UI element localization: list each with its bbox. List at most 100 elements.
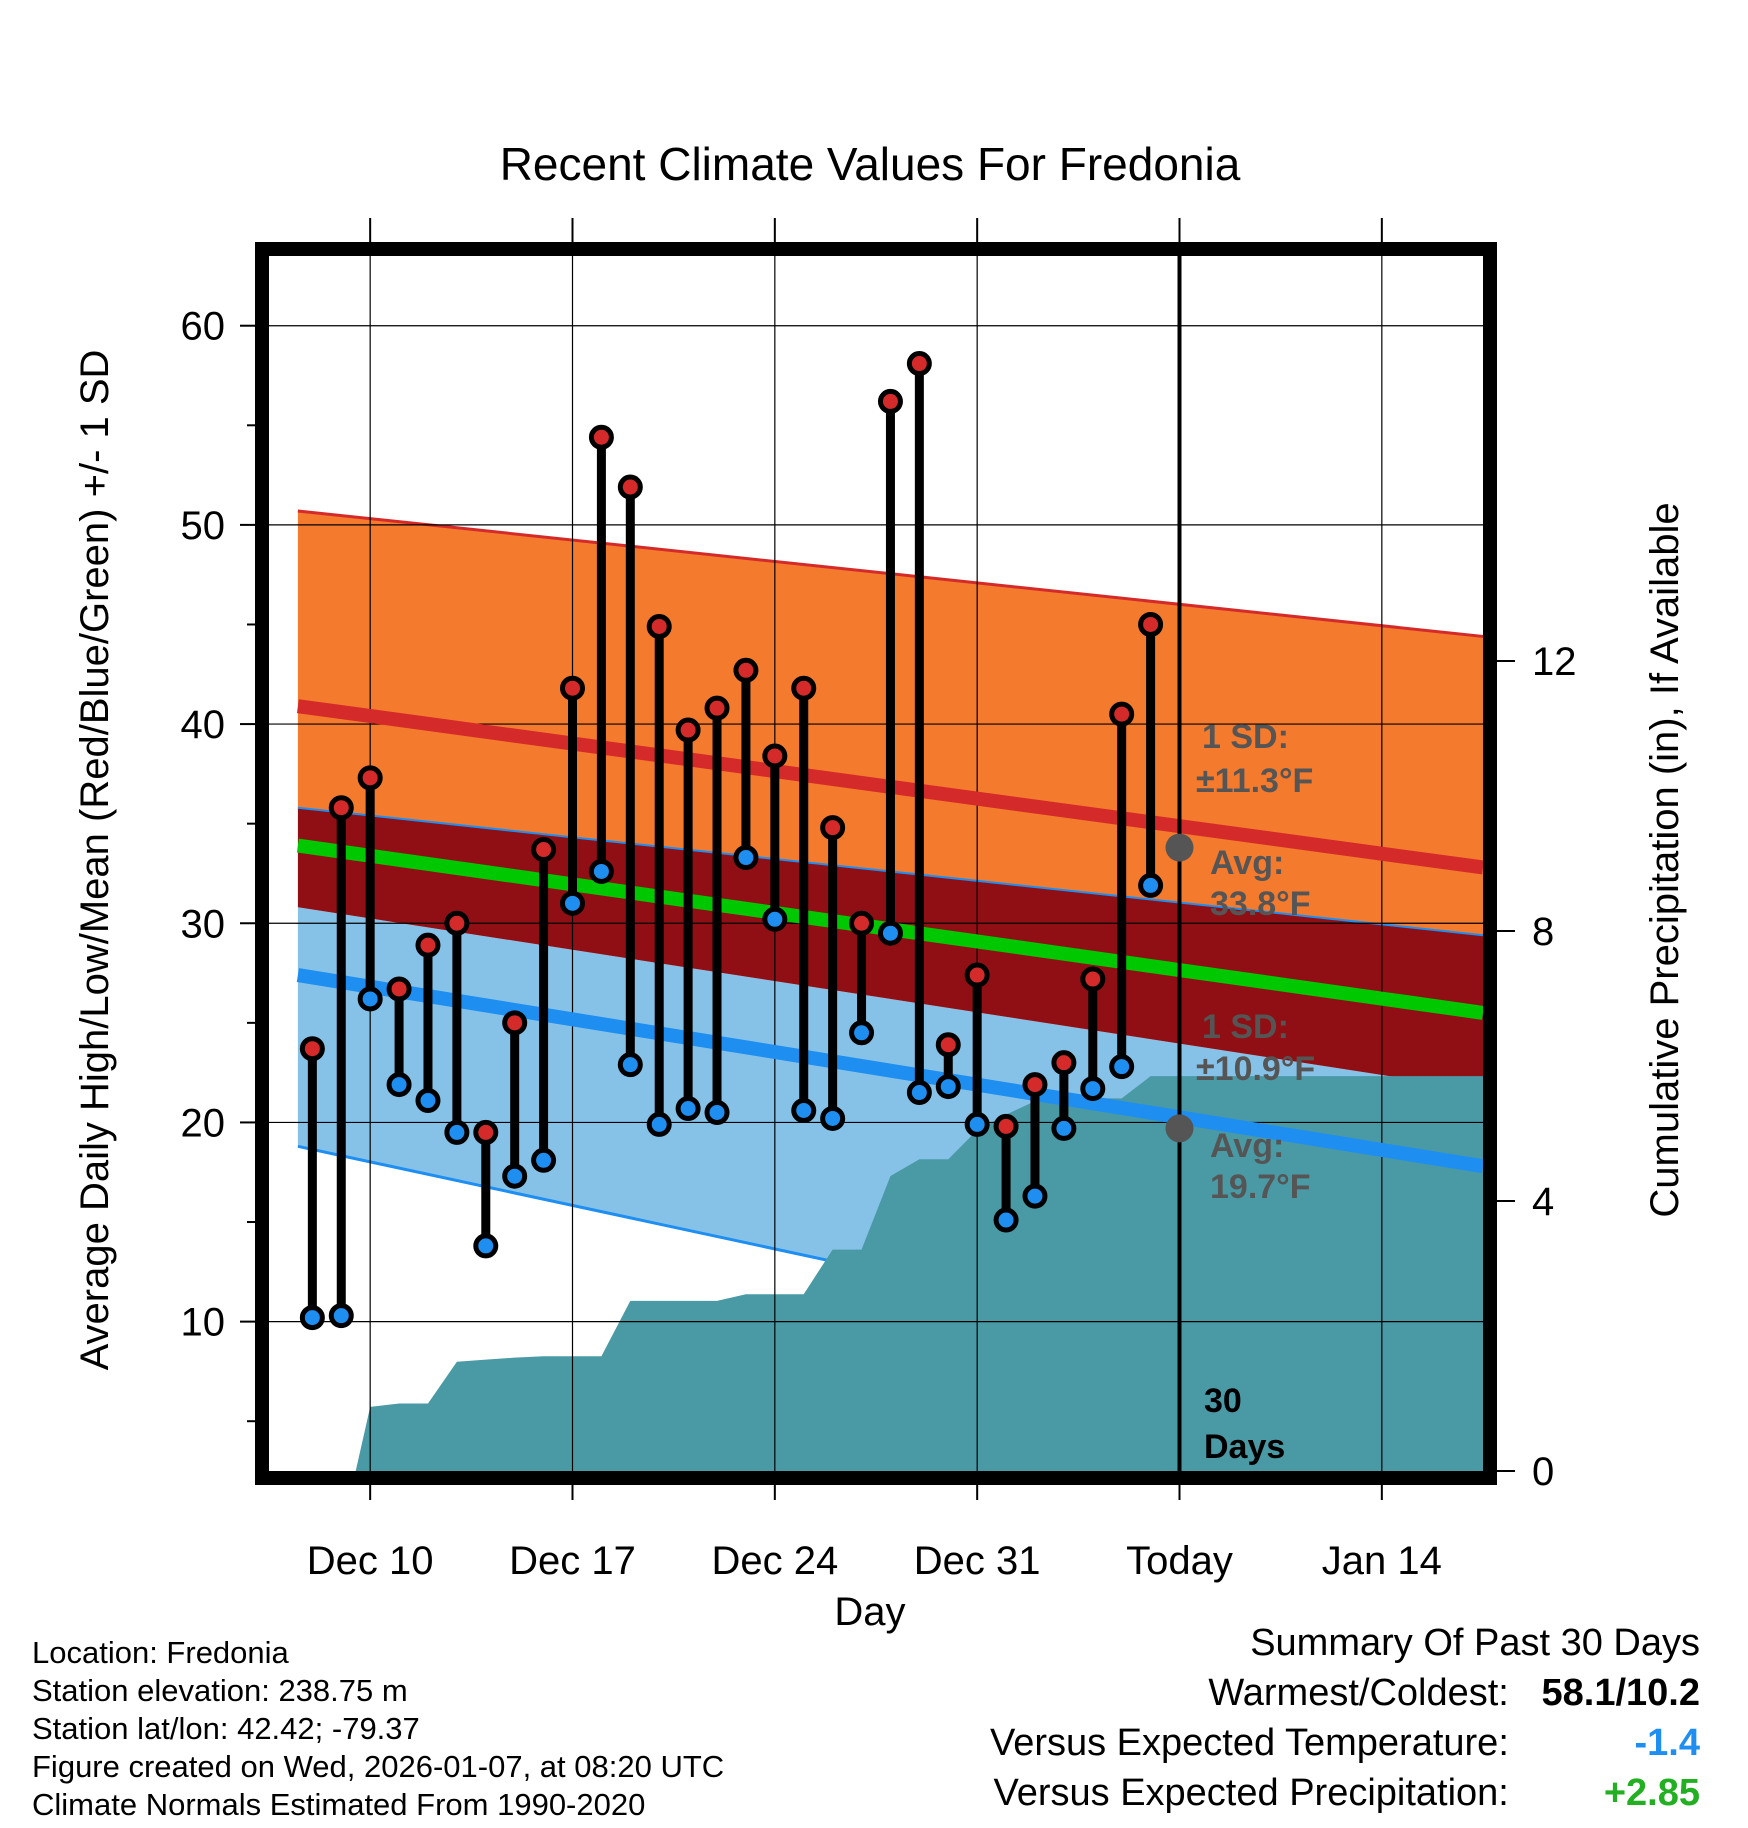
summary-temp-value: -1.4 — [1634, 1722, 1700, 1764]
high-point — [502, 1010, 528, 1036]
low-point — [1109, 1054, 1135, 1080]
window-unit: Days — [1204, 1428, 1285, 1466]
high-avg-value: 33.8°F — [1210, 885, 1311, 923]
high-point — [935, 1032, 961, 1058]
x-tick-label: Dec 31 — [914, 1539, 1041, 1583]
summary-title: Summary Of Past 30 Days — [1250, 1622, 1700, 1664]
footer: Location: Fredonia Station elevation: 23… — [32, 1634, 724, 1824]
low-point — [935, 1074, 961, 1100]
low-sd-label: 1 SD: — [1202, 1008, 1289, 1046]
y-left-tick-label: 30 — [181, 902, 226, 946]
low-avg-value: 19.7°F — [1210, 1168, 1311, 1206]
high-point — [415, 932, 441, 958]
window-count: 30 — [1204, 1382, 1242, 1420]
low-point — [704, 1099, 730, 1125]
high-point — [1109, 701, 1135, 727]
high-point — [820, 815, 846, 841]
summary-temp-label: Versus Expected Temperature: — [989, 1722, 1509, 1764]
summary-temp-row: Versus Expected Temperature: -1.4 — [990, 1722, 1700, 1765]
high-point — [791, 675, 817, 701]
low-point — [849, 1020, 875, 1046]
low-point — [1080, 1076, 1106, 1102]
footer-normals: Climate Normals Estimated From 1990-2020 — [32, 1787, 646, 1822]
y-left-tick-label: 40 — [181, 703, 226, 747]
high-point — [473, 1119, 499, 1145]
low-point — [617, 1052, 643, 1078]
chart-title: Recent Climate Values For Fredonia — [500, 138, 1241, 190]
left-axis: 10 20 30 40 50 60 — [181, 305, 255, 1423]
y-left-tick-label: 60 — [181, 305, 226, 349]
high-point — [1051, 1050, 1077, 1076]
daily-marks — [299, 351, 1164, 1331]
high-point — [588, 424, 614, 450]
x-axis-label: Day — [834, 1590, 905, 1634]
low-point — [993, 1207, 1019, 1233]
high-point — [328, 795, 354, 821]
high-point — [357, 765, 383, 791]
low-point — [1051, 1115, 1077, 1141]
low-point — [762, 906, 788, 932]
summary-precip-value: +2.85 — [1603, 1772, 1700, 1814]
high-sd-value: ±11.3°F — [1196, 762, 1313, 800]
low-point — [531, 1147, 557, 1173]
x-tick-label: Today — [1126, 1539, 1233, 1583]
footer-elevation: Station elevation: 238.75 m — [32, 1673, 408, 1708]
low-point — [646, 1111, 672, 1137]
high-point — [704, 695, 730, 721]
low-point — [675, 1095, 701, 1121]
low-point — [964, 1111, 990, 1137]
footer-location: Location: Fredonia — [32, 1635, 289, 1670]
high-point — [531, 837, 557, 863]
low-point — [386, 1072, 412, 1098]
high-point — [299, 1036, 325, 1062]
x-tick-label: Dec 24 — [711, 1539, 838, 1583]
high-point — [646, 613, 672, 639]
high-point — [1022, 1072, 1048, 1098]
high-point — [993, 1113, 1019, 1139]
low-point — [588, 858, 614, 884]
x-axis: Dec 10 Dec 17 Dec 24 Dec 31 Today Jan 14 — [307, 218, 1442, 1583]
low-point — [1138, 872, 1164, 898]
x-tick-label: Jan 14 — [1322, 1539, 1442, 1583]
low-point — [328, 1303, 354, 1329]
right-axis-label: Cumulative Precipitation (in), If Availa… — [1643, 502, 1687, 1217]
high-point — [444, 910, 470, 936]
annotations: 1 SD: ±11.3°F Avg: 33.8°F 1 SD: ±10.9°F … — [1196, 718, 1315, 1466]
low-point — [502, 1163, 528, 1189]
low-point — [473, 1233, 499, 1259]
low-sd-value: ±10.9°F — [1196, 1050, 1315, 1088]
y-left-tick-label: 50 — [181, 504, 226, 548]
high-point — [877, 388, 903, 414]
y-left-tick-label: 10 — [181, 1301, 226, 1345]
summary-warmest-label: Warmest/Coldest: — [1208, 1672, 1509, 1714]
y-left-tick-label: 20 — [181, 1101, 226, 1145]
low-point — [415, 1088, 441, 1114]
high-sd-label: 1 SD: — [1202, 718, 1289, 756]
y-right-tick-label: 0 — [1532, 1450, 1554, 1494]
summary-precip-row: Versus Expected Precipitation: +2.85 — [993, 1772, 1700, 1815]
low-point — [877, 920, 903, 946]
high-point — [906, 351, 932, 377]
low-point — [357, 986, 383, 1012]
plot-area — [269, 256, 1485, 1471]
high-point — [733, 657, 759, 683]
footer-created: Figure created on Wed, 2026-01-07, at 08… — [32, 1749, 725, 1784]
plot-frame — [255, 242, 1497, 1485]
left-axis-label: Average Daily High/Low/Mean (Red/Blue/Gr… — [73, 350, 117, 1371]
high-point — [964, 962, 990, 988]
summary-warmest-value: 58.1/10.2 — [1541, 1672, 1700, 1714]
high-point — [762, 743, 788, 769]
summary-precip-label: Versus Expected Precipitation: — [993, 1772, 1509, 1814]
low-point — [906, 1080, 932, 1106]
low-point — [791, 1097, 817, 1123]
y-right-tick-label: 12 — [1532, 640, 1577, 684]
high-avg-marker — [1165, 833, 1194, 862]
high-point — [1138, 611, 1164, 637]
low-point — [444, 1119, 470, 1145]
low-avg-marker — [1165, 1114, 1194, 1143]
high-avg-label: Avg: — [1210, 844, 1284, 882]
low-point — [1022, 1183, 1048, 1209]
x-tick-label: Dec 17 — [509, 1539, 636, 1583]
high-point — [386, 976, 412, 1002]
